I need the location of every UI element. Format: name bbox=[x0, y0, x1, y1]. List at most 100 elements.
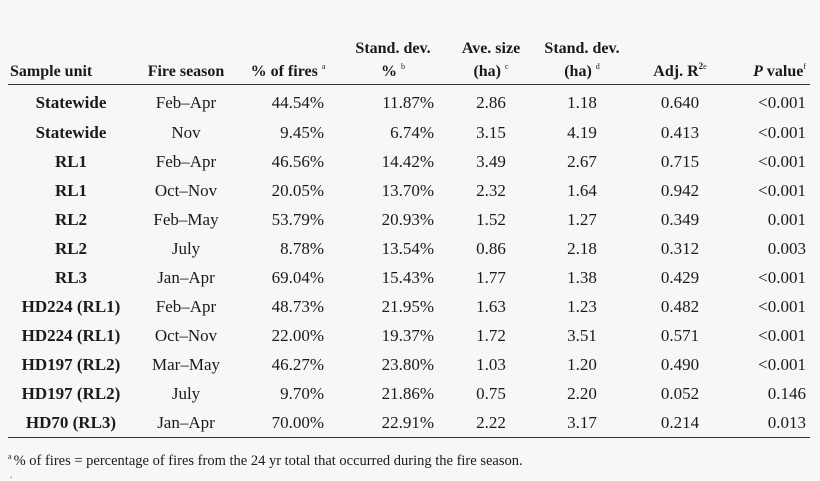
cell-adj-r2: 0.640 bbox=[660, 92, 700, 112]
cell-p-value: <0.001 bbox=[758, 325, 806, 345]
cell-pct-fires: 9.45% bbox=[280, 122, 324, 142]
header-ave-size: Ave. size (ha) c bbox=[448, 40, 534, 85]
cell-ave-size: 1.77 bbox=[476, 267, 506, 287]
header-row: Sample unit Fire season % of fires a Sta… bbox=[8, 40, 810, 85]
cell-sample-unit: HD197 (RL2) bbox=[21, 383, 121, 403]
cell-sd-pct: 14.42% bbox=[381, 151, 434, 171]
header-sd-pct: Stand. dev.% b bbox=[338, 40, 448, 85]
cell-sd-ha: 2.18 bbox=[567, 238, 597, 258]
cell-p-value: <0.001 bbox=[758, 151, 806, 171]
cell-pct-fires: 20.05% bbox=[271, 180, 324, 200]
cell-pct-fires: 46.56% bbox=[271, 151, 324, 171]
header-adj-r2: Adj. R2e bbox=[630, 40, 730, 85]
cell-p-value: 0.003 bbox=[767, 238, 806, 258]
cell-fire-season: Feb–May bbox=[153, 209, 219, 229]
table-row: RL1 Oct–Nov 20.05% 13.70% 2.32 1.64 0.942 <0.00… bbox=[8, 176, 810, 205]
table-row: HD224 (RL1) Feb–Apr 48.73% 21.95% 1.63 1.23 0.… bbox=[8, 292, 810, 321]
cell-ave-size: 3.15 bbox=[476, 122, 506, 142]
cell-adj-r2: 0.490 bbox=[660, 354, 700, 374]
cell-sd-pct: 22.91% bbox=[338, 408, 448, 438]
cell-sd-pct: 11.87% bbox=[382, 92, 434, 112]
cell-sample-unit: HD70 (RL3) bbox=[8, 408, 134, 438]
cell-fire-season: Oct–Nov bbox=[154, 180, 218, 200]
cell-pct-fires: 46.27% bbox=[271, 354, 324, 374]
cell-pct-fires: 48.73% bbox=[271, 296, 324, 316]
cell-sd-ha: 1.18 bbox=[567, 92, 597, 112]
cell-pct-fires: 22.00% bbox=[271, 325, 324, 345]
header-sample-unit: Sample unit bbox=[8, 40, 134, 85]
cell-pct-fires: 44.54% bbox=[271, 92, 324, 112]
header-sd-ha: Stand. dev. (ha) d bbox=[534, 40, 630, 85]
cell-sd-pct: 21.95% bbox=[381, 296, 434, 316]
cell-sd-ha: 3.17 bbox=[534, 408, 630, 438]
cell-p-value: <0.001 bbox=[758, 296, 806, 316]
cell-sample-unit: HD197 (RL2) bbox=[21, 354, 121, 374]
cell-sample-unit: HD224 (RL1) bbox=[21, 296, 121, 316]
cell-sample-unit: RL2 bbox=[54, 209, 88, 229]
cell-adj-r2: 0.413 bbox=[660, 122, 700, 142]
cell-ave-size: 0.75 bbox=[476, 383, 506, 403]
cell-adj-r2: 0.214 bbox=[630, 408, 730, 438]
fire-season-table: Sample unit Fire season % of fires a Sta… bbox=[8, 40, 810, 438]
cell-adj-r2: 0.715 bbox=[660, 151, 700, 171]
cell-p-value: <0.001 bbox=[758, 180, 806, 200]
cell-ave-size: 1.52 bbox=[476, 209, 506, 229]
footnote-text: % of fires = percentage of fires from th… bbox=[13, 453, 523, 469]
cell-sd-ha: 4.19 bbox=[567, 122, 597, 142]
cell-ave-size: 2.32 bbox=[476, 180, 506, 200]
table-row: RL3 Jan–Apr 69.04% 15.43% 1.77 1.38 0.429 <0.00… bbox=[8, 263, 810, 292]
cell-adj-r2: 0.942 bbox=[660, 180, 700, 200]
cell-fire-season: Mar–May bbox=[152, 354, 220, 374]
cell-sd-ha: 2.20 bbox=[567, 383, 597, 403]
cell-sd-pct: 13.70% bbox=[381, 180, 434, 200]
table-row: Statewide Nov 9.45% 6.74% 3.15 4.19 0.413 <0.00… bbox=[8, 118, 810, 147]
cell-adj-r2: 0.482 bbox=[660, 296, 700, 316]
cell-fire-season: July bbox=[171, 238, 201, 258]
cell-sd-ha: 1.27 bbox=[567, 209, 597, 229]
cell-sample-unit: Statewide bbox=[35, 122, 107, 142]
cell-fire-season: Nov bbox=[171, 122, 201, 142]
fire-season-table-container: Sample unit Fire season % of fires a Sta… bbox=[8, 40, 810, 438]
table-row: RL2 July 8.78% 13.54% 0.86 2.18 0.312 0.003 bbox=[8, 234, 810, 263]
cell-p-value: 0.013 bbox=[730, 408, 810, 438]
header-fire-season: Fire season bbox=[134, 40, 238, 85]
cell-p-value: 0.001 bbox=[767, 209, 806, 229]
cell-adj-r2: 0.052 bbox=[660, 383, 700, 403]
cell-sd-pct: 21.86% bbox=[381, 383, 434, 403]
cell-ave-size: 1.72 bbox=[476, 325, 506, 345]
cell-adj-r2: 0.429 bbox=[660, 267, 700, 287]
cell-p-value: <0.001 bbox=[758, 267, 806, 287]
cell-fire-season: Jan–Apr bbox=[134, 408, 238, 438]
cell-sd-ha: 3.51 bbox=[567, 325, 597, 345]
cell-p-value: <0.001 bbox=[758, 92, 806, 112]
cell-sd-pct: 13.54% bbox=[381, 238, 434, 258]
cell-sample-unit: HD224 (RL1) bbox=[21, 325, 121, 345]
cell-adj-r2: 0.312 bbox=[660, 238, 700, 258]
table-row: HD197 (RL2) Mar–May 46.27% 23.80% 1.03 1.20 0.… bbox=[8, 350, 810, 379]
cell-ave-size: 2.86 bbox=[476, 92, 506, 112]
cell-sd-ha: 1.64 bbox=[567, 180, 597, 200]
cell-fire-season: Feb–Apr bbox=[155, 92, 217, 112]
cell-sd-pct: 20.93% bbox=[381, 209, 434, 229]
cell-sample-unit: RL1 bbox=[54, 180, 88, 200]
cell-sample-unit: RL3 bbox=[54, 267, 88, 287]
cell-fire-season: Oct–Nov bbox=[154, 325, 218, 345]
cell-sd-ha: 1.20 bbox=[567, 354, 597, 374]
cell-pct-fires: 8.78% bbox=[280, 238, 324, 258]
cell-fire-season: Jan–Apr bbox=[157, 267, 215, 287]
cell-p-value: <0.001 bbox=[758, 354, 806, 374]
cell-sample-unit: Statewide bbox=[35, 92, 107, 112]
cell-ave-size: 1.03 bbox=[476, 354, 506, 374]
table-body: Statewide Feb–Apr 44.54% 11.87% 2.86 1.18 0.64… bbox=[8, 85, 810, 438]
table-row: RL2 Feb–May 53.79% 20.93% 1.52 1.27 0.349 0.001 bbox=[8, 205, 810, 234]
cell-ave-size: 2.22 bbox=[448, 408, 534, 438]
cell-sample-unit: RL1 bbox=[54, 151, 88, 171]
cell-adj-r2: 0.349 bbox=[660, 209, 700, 229]
cell-sd-ha: 1.38 bbox=[567, 267, 597, 287]
cell-p-value: <0.001 bbox=[758, 122, 806, 142]
cell-adj-r2: 0.571 bbox=[660, 325, 700, 345]
table-row: HD197 (RL2) July 9.70% 21.86% 0.75 2.20 0.052 0… bbox=[8, 379, 810, 408]
cell-sd-pct: 23.80% bbox=[381, 354, 434, 374]
cell-sd-ha: 1.23 bbox=[567, 296, 597, 316]
cell-ave-size: 0.86 bbox=[476, 238, 506, 258]
